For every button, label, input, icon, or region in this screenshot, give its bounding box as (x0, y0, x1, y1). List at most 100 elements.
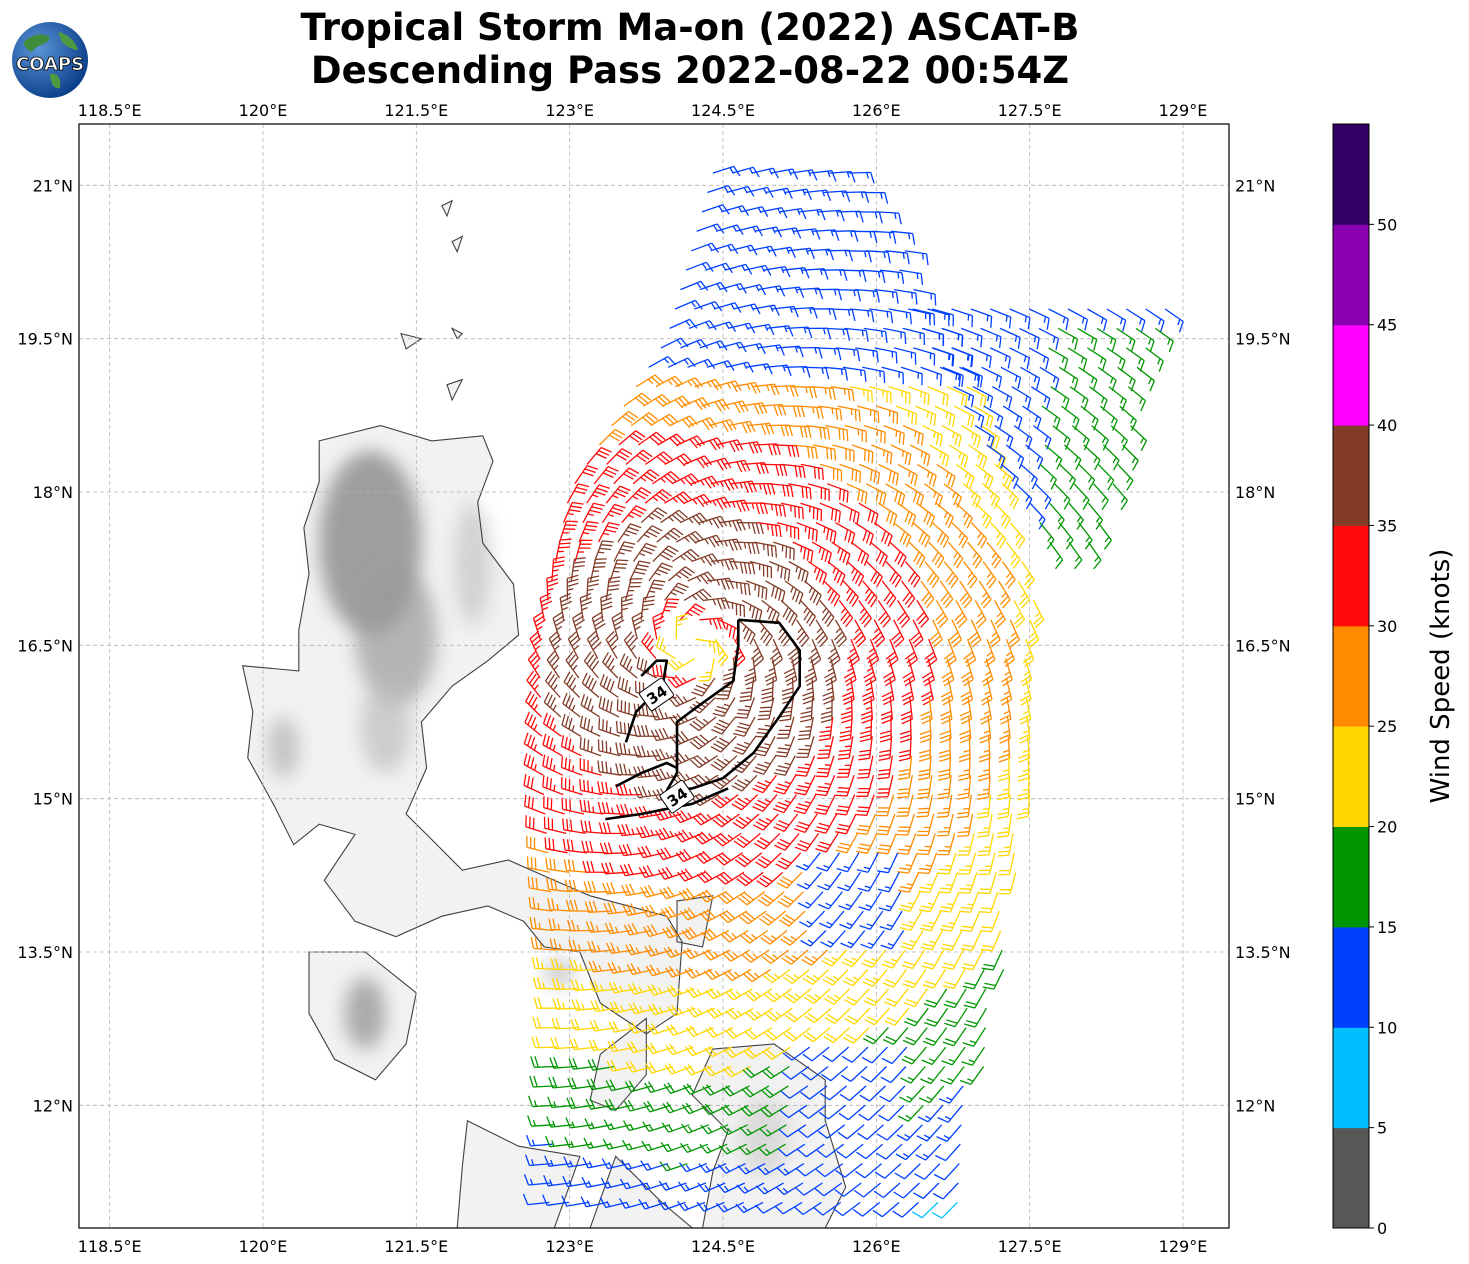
wind-barb (974, 425, 995, 449)
wind-barb (801, 949, 828, 966)
wind-barb (783, 1027, 812, 1042)
wind-barb (921, 677, 934, 706)
wind-barb (1033, 600, 1045, 629)
wind-barb (1048, 347, 1069, 371)
wind-barb (1078, 366, 1098, 391)
wind-barb (715, 1201, 744, 1213)
wind-barb (777, 891, 805, 908)
wind-barb (619, 653, 638, 679)
wind-barb (862, 1027, 889, 1045)
wind-barb (566, 483, 590, 504)
wind-barb (803, 1027, 831, 1043)
wind-barb (862, 677, 875, 706)
wind-barb (745, 1007, 774, 1021)
wind-barb (875, 794, 895, 817)
wind-barb (693, 831, 722, 845)
wind-barb (1017, 580, 1030, 609)
wind-barb (775, 1182, 804, 1196)
wind-barb (1039, 366, 1060, 390)
wind-barb (865, 250, 891, 264)
wind-barb (914, 1163, 941, 1180)
lon-tick-label-bottom: 121.5°E (384, 1237, 448, 1256)
wind-barb (895, 405, 918, 426)
wind-barb (599, 673, 619, 699)
wind-barb (860, 1066, 887, 1083)
wind-barb (713, 832, 742, 847)
coastline (446, 378, 464, 402)
lat-tick-label-right: 15°N (1235, 790, 1275, 809)
wind-barb (977, 775, 991, 801)
terrain-patch (360, 681, 412, 774)
wind-barb (929, 444, 950, 468)
wind-barb (743, 968, 771, 983)
wind-barb (918, 891, 941, 913)
wind-barb (871, 444, 893, 465)
wind-barb (634, 805, 662, 819)
wind-barb (545, 857, 570, 873)
wind-barb (880, 930, 905, 950)
wind-barb (625, 487, 652, 504)
wind-barb (747, 323, 775, 336)
wind-barb (856, 405, 880, 424)
wind-barb (904, 638, 919, 668)
wind-barb (990, 347, 1011, 369)
wind-barb (605, 485, 631, 504)
wind-barb (959, 1066, 985, 1086)
wind-barb (940, 677, 954, 706)
wind-barb (561, 776, 583, 796)
colorbar-tick-label: 40 (1377, 416, 1397, 435)
wind-barb (589, 980, 617, 993)
wind-barb (623, 923, 652, 936)
wind-barb (543, 796, 565, 815)
wind-barb (838, 891, 863, 911)
wind-barb (685, 1025, 714, 1037)
wind-barb (763, 968, 791, 984)
wind-barb (970, 308, 993, 328)
wind-barb (823, 580, 841, 607)
wind-barb (975, 463, 994, 489)
wind-barb (714, 638, 729, 667)
wind-barb (823, 1027, 851, 1044)
wind-barb (835, 347, 861, 362)
wind-barb (980, 327, 1002, 349)
wind-barb (1122, 444, 1139, 471)
wind-barb (784, 1007, 813, 1023)
wind-barb (761, 677, 774, 704)
wind-barb (980, 930, 1002, 952)
wind-barb (889, 541, 907, 568)
wind-barb (691, 475, 720, 489)
wind-barb (1067, 347, 1088, 371)
wind-barb (837, 1124, 865, 1140)
wind-barb (567, 919, 593, 932)
wind-barb (900, 930, 924, 951)
wind-barb (679, 603, 706, 621)
wind-barb (759, 403, 787, 417)
wind-barb (933, 1163, 960, 1181)
wind-barb (1078, 522, 1093, 550)
wind-barb (960, 425, 981, 448)
land-polygon (401, 333, 422, 349)
wind-barb (978, 580, 992, 609)
wind-barb (774, 227, 802, 239)
wind-barb (602, 882, 629, 895)
wind-barb (1145, 347, 1164, 372)
wind-barb (742, 1065, 771, 1079)
wind-barb (684, 967, 713, 979)
wind-barb (677, 1200, 706, 1212)
wind-barb (797, 891, 824, 909)
lon-tick-label-bottom: 120°E (239, 1237, 288, 1256)
lon-tick-label-bottom: 129°E (1159, 1237, 1208, 1256)
wind-barb (797, 716, 814, 741)
land-polygon (590, 1156, 693, 1228)
wind-barb (982, 969, 1005, 990)
wind-barb (767, 424, 794, 437)
wind-barb (998, 852, 1015, 876)
wind-barb (869, 308, 894, 324)
wind-barb (607, 1040, 636, 1053)
wind-barb (707, 577, 735, 591)
wind-barb (626, 1041, 655, 1054)
wind-barb (855, 794, 875, 816)
wind-barb (758, 910, 787, 926)
wind-barb (794, 774, 816, 796)
